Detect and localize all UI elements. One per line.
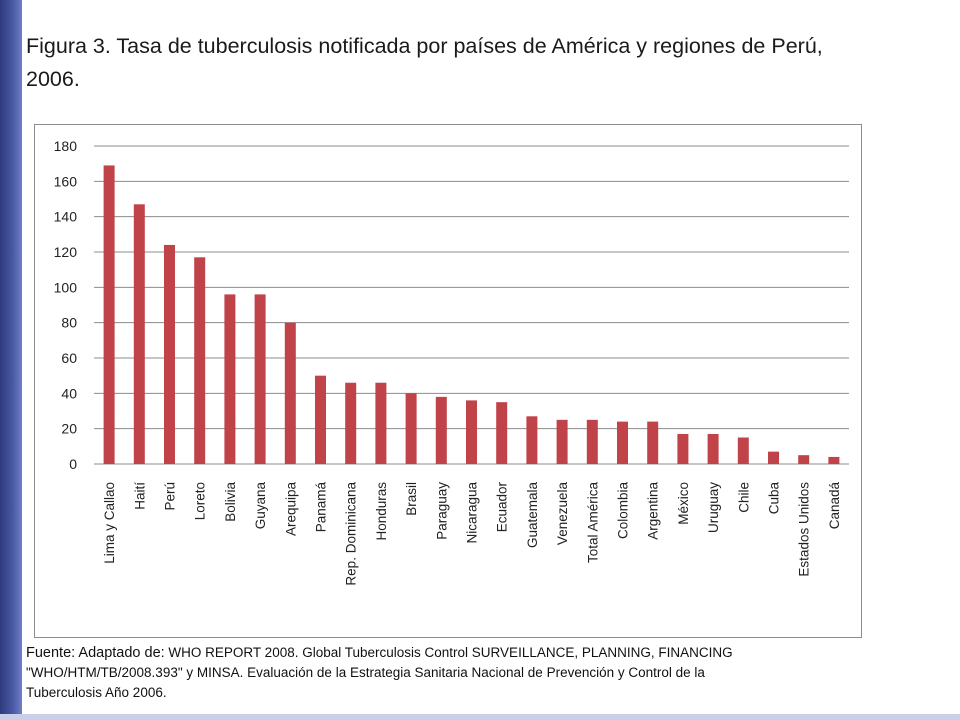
bars: [103, 165, 840, 465]
bar-14: [526, 416, 538, 464]
x-tick-label: Paraguay: [434, 482, 449, 540]
bar-17: [617, 421, 628, 464]
source-line-3: Tuberculosis Año 2006.: [26, 685, 167, 700]
bar-15: [556, 419, 568, 464]
x-tick-label: Panamá: [314, 482, 329, 533]
bar-9: [375, 382, 387, 464]
bar-0: [103, 165, 115, 464]
bar-12: [466, 400, 477, 464]
bar-3: [194, 257, 206, 464]
x-tick-label: Perú: [163, 482, 178, 511]
bar-18: [647, 421, 659, 464]
bar-16: [586, 419, 598, 464]
x-tick-label: Honduras: [374, 482, 389, 541]
x-axis-labels: Lima y Callao Haití Perú Loreto Bolivia Guyan…: [102, 482, 842, 586]
bar-24: [828, 456, 840, 464]
x-tick-label: Argentina: [646, 482, 661, 540]
bar-8: [345, 382, 357, 464]
y-tick-label: 80: [61, 315, 77, 331]
y-tick-label: 60: [61, 350, 77, 366]
y-tick-label: 100: [54, 279, 78, 295]
bar-5: [254, 294, 266, 464]
bar-4: [224, 294, 236, 464]
x-tick-label: Venezuela: [555, 482, 570, 546]
bottom-decorative-bar: [0, 714, 960, 720]
bar-20: [707, 433, 719, 464]
x-tick-label: Brasil: [404, 482, 419, 516]
x-tick-label: Lima y Callao: [102, 482, 117, 564]
source-line-2: "WHO/HTM/TB/2008.393" y MINSA. Evaluació…: [26, 665, 705, 680]
y-tick-label: 0: [69, 456, 77, 472]
x-tick-label: Ecuador: [495, 482, 510, 533]
x-tick-label: Guatemala: [525, 482, 540, 549]
x-tick-label: Estados Unidos: [797, 482, 812, 577]
bar-10: [405, 393, 417, 464]
bar-6: [284, 322, 296, 464]
bar-chart: 0 20 40 60 80 100 120 140 160 180 Lima y Callao Ha…: [54, 138, 849, 586]
y-tick-label: 140: [54, 209, 78, 225]
y-tick-label: 40: [61, 385, 77, 401]
y-tick-label: 120: [54, 244, 78, 260]
x-tick-label: Nicaragua: [465, 482, 480, 544]
chart-frame: 0 20 40 60 80 100 120 140 160 180 Lima y Callao Ha…: [34, 124, 862, 638]
x-tick-label: México: [676, 482, 691, 525]
y-axis-ticks: 0 20 40 60 80 100 120 140 160 180: [54, 138, 78, 472]
bar-22: [768, 451, 779, 464]
grid-lines: [94, 145, 849, 465]
x-tick-label: Guyana: [253, 482, 268, 530]
bar-2: [164, 244, 175, 464]
x-tick-label: Uruguay: [706, 482, 721, 533]
x-tick-label: Chile: [736, 482, 751, 513]
x-tick-label: Haití: [132, 482, 147, 510]
x-tick-label: Cuba: [767, 482, 782, 515]
bar-23: [798, 455, 810, 464]
y-tick-label: 20: [61, 421, 77, 437]
source-lead: Fuente: Adaptado de:: [26, 645, 165, 661]
y-tick-label: 180: [54, 138, 78, 154]
bar-11: [435, 396, 447, 464]
x-tick-label: Arequipa: [283, 482, 298, 537]
bar-13: [496, 402, 508, 464]
figure-title: Figura 3. Tasa de tuberculosis notificad…: [26, 34, 823, 91]
bar-19: [677, 433, 689, 464]
x-tick-label: Canadá: [827, 482, 842, 530]
x-tick-label: Rep. Dominicana: [344, 482, 359, 586]
source-note: Fuente: Adaptado de: WHO REPORT 2008. Gl…: [26, 643, 946, 703]
source-line-1: WHO REPORT 2008. Global Tuberculosis Con…: [164, 645, 733, 660]
x-tick-label: Total América: [585, 482, 600, 564]
x-tick-label: Loreto: [193, 482, 208, 520]
left-decorative-stripe: [0, 0, 22, 720]
bar-7: [315, 375, 326, 464]
y-tick-label: 160: [54, 173, 78, 189]
x-tick-label: Colombia: [616, 482, 631, 540]
bar-21: [737, 437, 749, 464]
bar-1: [133, 204, 145, 465]
x-tick-label: Bolivia: [223, 482, 238, 522]
